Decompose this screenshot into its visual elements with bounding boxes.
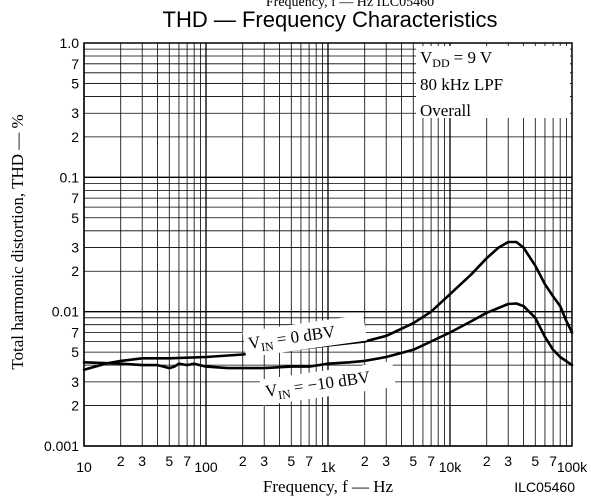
- conditions-vdd-value: = 9 V: [454, 48, 493, 67]
- y-minor-tick-label: 2: [71, 398, 79, 414]
- x-minor-tick-label: 5: [409, 453, 417, 469]
- x-minor-tick-label: 5: [531, 453, 539, 469]
- figure-id: ILC05460: [514, 479, 575, 495]
- y-minor-tick-label: 7: [71, 190, 79, 206]
- x-minor-tick-label: 5: [287, 453, 295, 469]
- series-line-1: [82, 302, 574, 370]
- series-label-0dbv: VIN= 0 dBV: [242, 314, 367, 358]
- x-minor-tick-label: 7: [305, 453, 313, 469]
- y-minor-tick-label: 3: [71, 240, 79, 256]
- x-minor-tick-label: 2: [117, 453, 125, 469]
- x-minor-tick-label: 3: [138, 453, 146, 469]
- x-minor-tick-label: 7: [427, 453, 435, 469]
- y-minor-tick-label: 3: [71, 105, 79, 121]
- plot-frame: [83, 42, 573, 447]
- y-minor-tick-label: 7: [71, 56, 79, 72]
- x-minor-tick-label: 2: [239, 453, 247, 469]
- x-minor-tick-label: 3: [260, 453, 268, 469]
- x-minor-tick-label: 2: [483, 453, 491, 469]
- y-major-tick-label: 0.01: [52, 304, 79, 320]
- y-minor-tick-label: 5: [71, 210, 79, 226]
- series-label-0dbv-subscript: IN: [260, 339, 275, 355]
- x-major-tick-label: 10k: [439, 459, 463, 475]
- series-layer: [82, 240, 574, 372]
- x-minor-tick-label: 3: [504, 453, 512, 469]
- series-label-minus10dbv-bg: [259, 361, 396, 406]
- y-major-tick-label: 0.1: [60, 169, 80, 185]
- conditions-filter: 80 kHz LPF: [420, 75, 503, 94]
- x-major-tick-label: 1k: [321, 459, 337, 475]
- y-major-tick-label: 1.0: [60, 35, 80, 51]
- x-major-tick-label: 100k: [557, 459, 588, 475]
- series-line-0: [82, 240, 574, 372]
- y-minor-tick-label: 2: [71, 263, 79, 279]
- x-minor-tick-label: 2: [361, 453, 369, 469]
- conditions-vdd-subscript: DD: [432, 56, 450, 70]
- y-axis-label: Total harmonic distortion, THD — %: [8, 114, 27, 369]
- y-minor-tick-label: 7: [71, 324, 79, 340]
- x-major-tick-label: 10: [76, 459, 92, 475]
- y-major-tick-label: 0.001: [44, 438, 79, 454]
- x-minor-tick-label: 7: [183, 453, 191, 469]
- x-axis-label: Frequency, f — Hz: [263, 477, 394, 496]
- conditions-box-bg: [416, 46, 570, 118]
- chart-title: THD — Frequency Characteristics: [163, 7, 498, 32]
- series-label-minus10dbv-subscript: IN: [277, 387, 292, 403]
- y-minor-tick-label: 3: [71, 374, 79, 390]
- x-minor-tick-label: 5: [165, 453, 173, 469]
- y-minor-tick-label: 5: [71, 344, 79, 360]
- y-minor-tick-label: 2: [71, 129, 79, 145]
- conditions-mode: Overall: [420, 101, 471, 120]
- x-minor-tick-label: 3: [382, 453, 390, 469]
- x-minor-tick-label: 7: [549, 453, 557, 469]
- conditions-vdd: VDD = 9 V: [420, 48, 493, 70]
- clipped-header-text: Frequency, f — Hz ILC05460: [266, 0, 434, 10]
- y-minor-tick-label: 5: [71, 75, 79, 91]
- x-major-tick-label: 100: [194, 459, 218, 475]
- series-label-0dbv-bg: [242, 314, 367, 358]
